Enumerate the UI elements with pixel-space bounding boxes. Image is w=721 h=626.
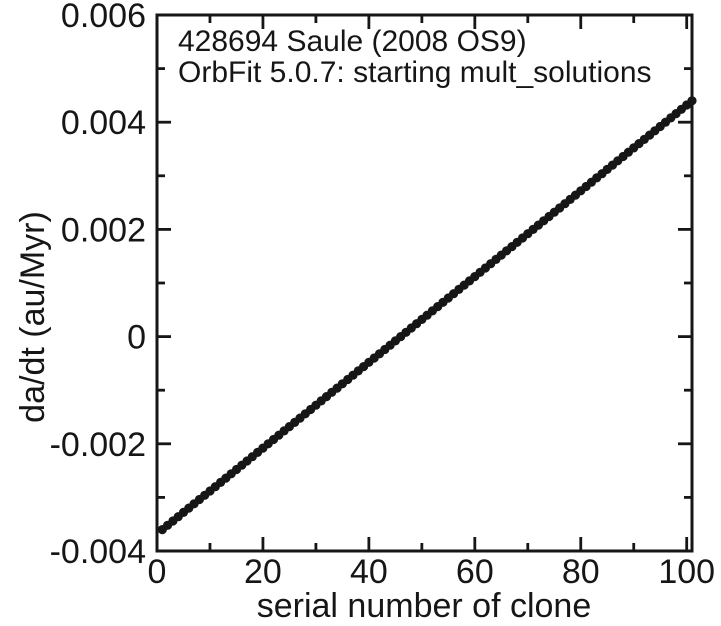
data-point [687,96,697,106]
x-tick-label: 20 [244,553,282,591]
x-tick-label: 60 [456,553,494,591]
x-tick-label: 100 [658,553,715,591]
y-tick-label: 0.002 [61,211,146,249]
x-tick-label: 40 [350,553,388,591]
y-tick-label: 0.006 [61,0,146,35]
y-axis-label: da/dt (au/Myr) [14,211,52,423]
y-tick-label: -0.002 [50,426,146,464]
x-tick-labels: 0 20 40 60 80 100 [148,553,716,591]
annotation-software-version: OrbFit 5.0.7: starting mult_solutions [178,56,652,89]
y-tick-label: 0.004 [61,104,146,142]
annotation-object-name: 428694 Saule (2008 OS9) [178,25,527,58]
y-tick-label: -0.004 [50,533,146,571]
y-tick-labels: 0.006 0.004 0.002 0 -0.002 -0.004 [50,0,146,571]
x-tick-label: 80 [562,553,600,591]
x-tick-label: 0 [148,553,167,591]
x-axis-label: serial number of clone [257,587,592,625]
data-series-clones [157,96,697,535]
plot-frame [155,13,694,553]
y-tick-label: 0 [127,319,146,357]
